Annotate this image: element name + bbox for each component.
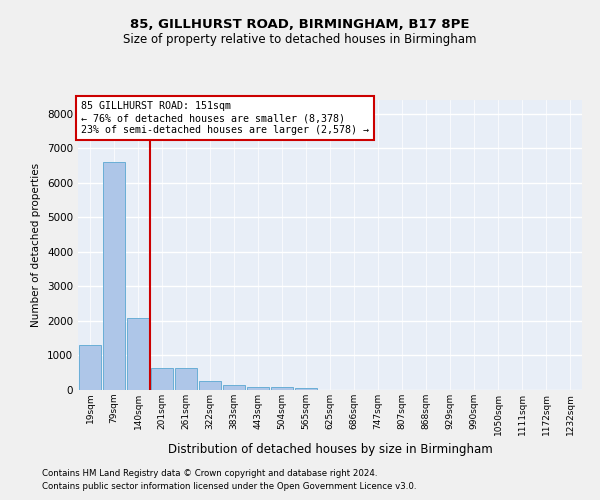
Text: Contains HM Land Registry data © Crown copyright and database right 2024.: Contains HM Land Registry data © Crown c… bbox=[42, 468, 377, 477]
Bar bbox=[175, 368, 197, 390]
Text: 85 GILLHURST ROAD: 151sqm
← 76% of detached houses are smaller (8,378)
23% of se: 85 GILLHURST ROAD: 151sqm ← 76% of detac… bbox=[80, 102, 368, 134]
Bar bbox=[199, 382, 221, 390]
Y-axis label: Number of detached properties: Number of detached properties bbox=[31, 163, 41, 327]
Text: Size of property relative to detached houses in Birmingham: Size of property relative to detached ho… bbox=[123, 32, 477, 46]
Text: 85, GILLHURST ROAD, BIRMINGHAM, B17 8PE: 85, GILLHURST ROAD, BIRMINGHAM, B17 8PE bbox=[130, 18, 470, 30]
X-axis label: Distribution of detached houses by size in Birmingham: Distribution of detached houses by size … bbox=[167, 443, 493, 456]
Bar bbox=[295, 388, 317, 390]
Bar bbox=[151, 368, 173, 390]
Bar bbox=[223, 385, 245, 390]
Bar bbox=[247, 386, 269, 390]
Text: Contains public sector information licensed under the Open Government Licence v3: Contains public sector information licen… bbox=[42, 482, 416, 491]
Bar bbox=[103, 162, 125, 390]
Bar bbox=[79, 345, 101, 390]
Bar bbox=[271, 386, 293, 390]
Bar bbox=[127, 318, 149, 390]
